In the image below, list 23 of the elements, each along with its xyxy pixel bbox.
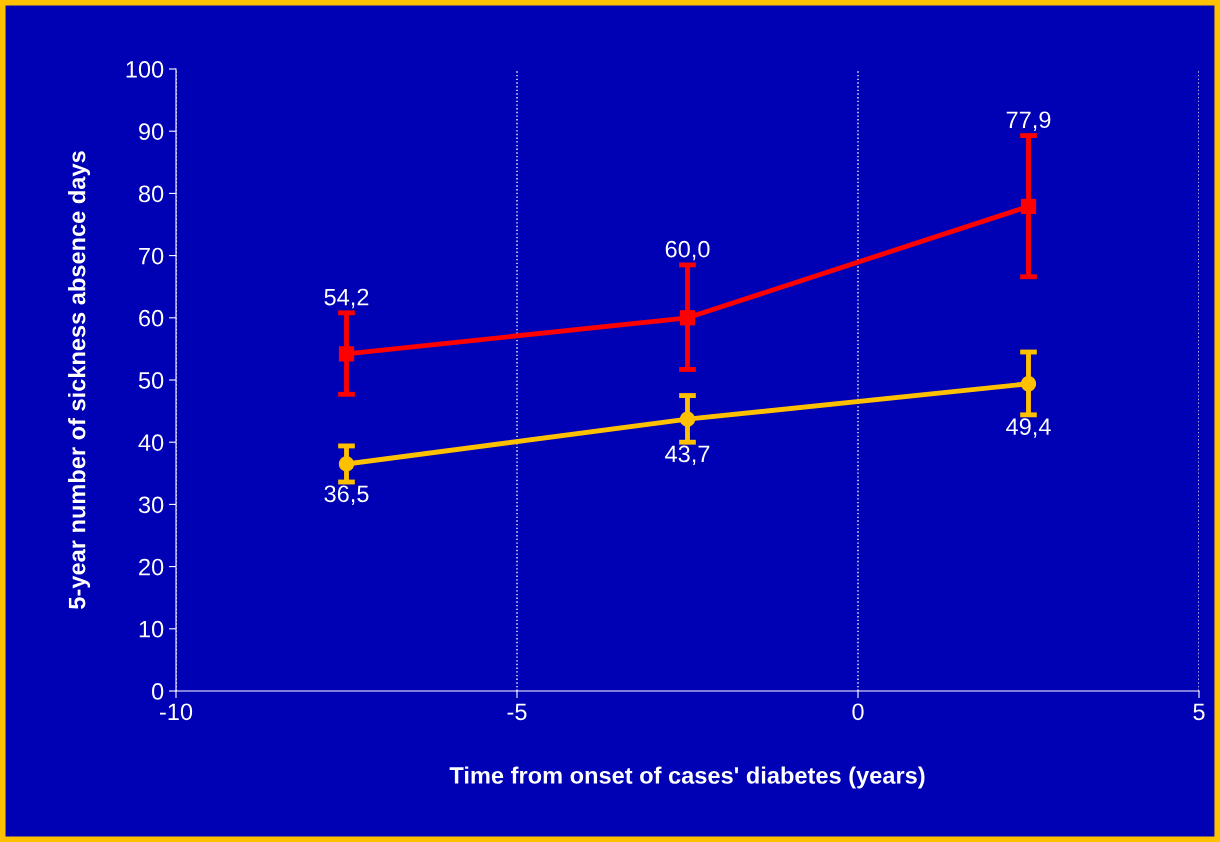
data-label: 54,2 — [324, 288, 369, 309]
y-tick-label: 70 — [139, 247, 164, 265]
y-tick-label: 50 — [138, 372, 164, 389]
x-tick-label: 0 — [852, 703, 864, 721]
y-tick-label: 40 — [138, 434, 164, 451]
x-tick-label: -5 — [507, 703, 527, 721]
y-tick-label: 10 — [139, 620, 164, 638]
y-tick-label: 20 — [139, 558, 164, 576]
x-tick-label: -10 — [159, 703, 193, 721]
data-label: 36,5 — [324, 485, 369, 505]
data-label: 77,9 — [1006, 111, 1051, 131]
y-tick-label: 100 — [126, 61, 164, 78]
y-tick-label: 80 — [138, 185, 164, 203]
y-tick-label: 30 — [138, 496, 164, 514]
data-label: 60,0 — [665, 240, 710, 261]
data-label: 43,7 — [665, 445, 710, 466]
y-tick-label: 60 — [139, 309, 164, 327]
x-axis-title: Time from onset of cases' diabetes (years) — [449, 766, 925, 789]
x-tick-label: 5 — [1193, 703, 1205, 721]
y-tick-label: 0 — [151, 683, 164, 700]
y-tick-label: 90 — [139, 123, 164, 140]
y-axis-title: 5-year number of sickness absence days — [68, 151, 91, 609]
data-label: 49,4 — [1006, 418, 1051, 438]
